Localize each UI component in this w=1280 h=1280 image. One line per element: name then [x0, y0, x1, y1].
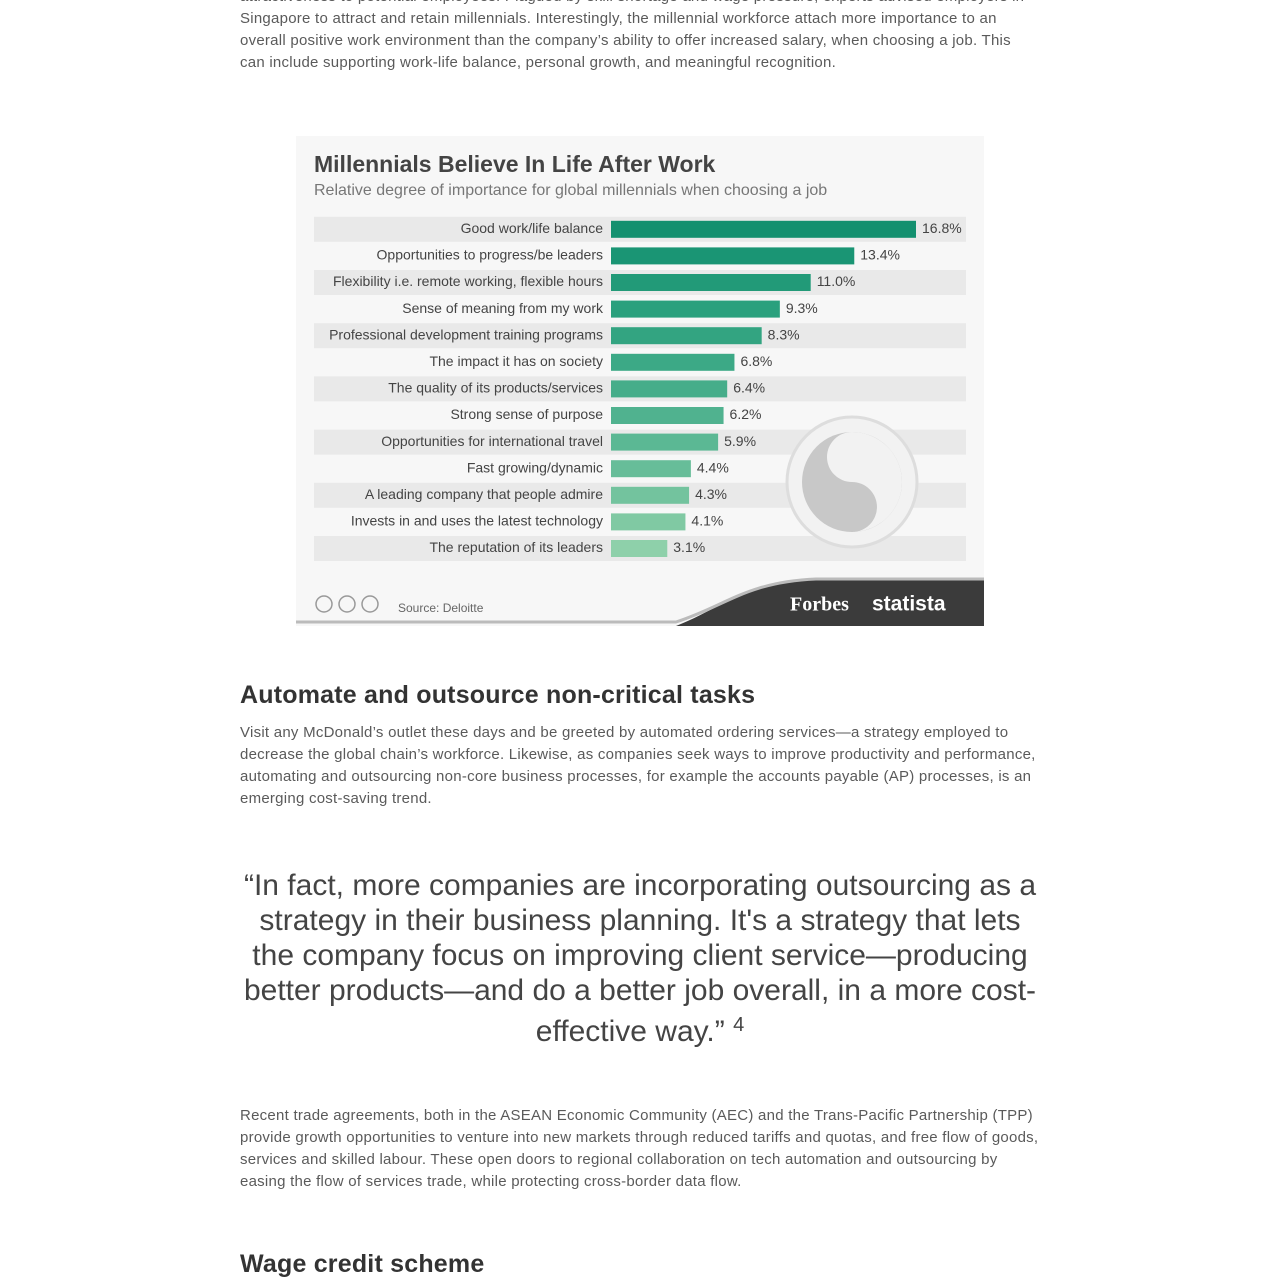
bar — [611, 513, 686, 531]
paragraph: attractiveness to potential employees. P… — [240, 0, 1024, 71]
value-label: 16.8% — [922, 220, 962, 236]
category-label: Opportunities to progress/be leaders — [377, 247, 603, 263]
category-label: Professional development training progra… — [329, 326, 603, 342]
category-label: The reputation of its leaders — [429, 539, 603, 555]
chart-title: Millennials Believe In Life After Work — [314, 151, 716, 177]
category-label: Good work/life balance — [461, 220, 604, 236]
bar — [611, 486, 690, 504]
value-label: 6.8% — [740, 353, 772, 369]
license-icons — [315, 595, 379, 613]
value-label: 6.4% — [733, 380, 765, 396]
bar — [611, 247, 855, 265]
category-label: Invests in and uses the latest technolog… — [351, 513, 603, 529]
bar — [611, 407, 724, 424]
bar — [611, 353, 735, 371]
value-label: 13.4% — [860, 247, 900, 263]
footnote-ref: 4 — [733, 1014, 745, 1036]
bar — [611, 327, 762, 345]
brand-logo: Forbes — [790, 594, 849, 616]
value-label: 6.2% — [730, 406, 762, 422]
category-label: Fast growing/dynamic — [467, 459, 603, 475]
category-label: Flexibility i.e. remote working, flexibl… — [333, 273, 603, 289]
category-label: A leading company that people admire — [365, 486, 603, 502]
bar — [611, 460, 691, 478]
bar — [611, 433, 719, 451]
section-heading: Wage credit scheme — [240, 1250, 485, 1278]
value-label: 8.3% — [768, 326, 800, 342]
category-label: Strong sense of purpose — [450, 406, 603, 422]
value-label: 5.9% — [724, 433, 756, 449]
bar — [611, 380, 728, 398]
chart-image: Millennials Believe In Life After Work R… — [296, 136, 984, 626]
value-label: 4.3% — [695, 486, 727, 502]
value-label: 9.3% — [786, 300, 818, 316]
bar — [611, 540, 668, 557]
pull-quote: “In fact, more companies are incorporati… — [236, 868, 1044, 1049]
value-label: 4.4% — [697, 459, 729, 475]
paragraph: Recent trade agreements, both in the ASE… — [240, 1107, 1039, 1190]
brand-logo: statista — [872, 593, 946, 616]
value-label: 3.1% — [673, 539, 705, 555]
category-label: The quality of its products/services — [388, 380, 603, 396]
bar — [611, 300, 780, 318]
category-label: Opportunities for international travel — [381, 433, 603, 449]
section-heading: Automate and outsource non-critical task… — [240, 681, 756, 709]
bar — [611, 274, 811, 291]
category-label: Sense of meaning from my work — [402, 300, 604, 316]
quote-text: “In fact, more companies are incorporati… — [243, 869, 1037, 1048]
chart-subtitle: Relative degree of importance for global… — [314, 182, 827, 199]
bar — [611, 220, 916, 238]
watermark — [785, 415, 919, 549]
value-label: 4.1% — [691, 513, 723, 529]
paragraph: Visit any McDonald’s outlet these days a… — [240, 724, 1036, 807]
source: Source: Deloitte — [398, 601, 484, 615]
category-label: The impact it has on society — [429, 353, 603, 369]
footer-line — [296, 577, 984, 624]
value-label: 11.0% — [817, 273, 856, 289]
